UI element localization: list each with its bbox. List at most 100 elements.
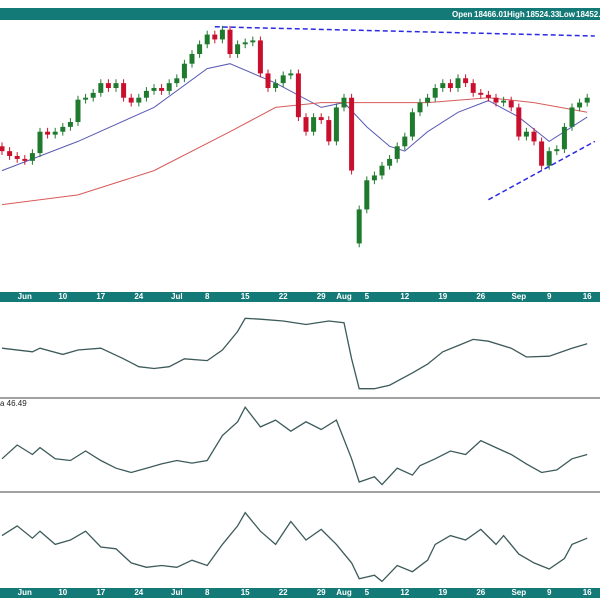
x-tick-label: 29 — [317, 292, 326, 301]
candle-body — [136, 97, 142, 103]
candle-body — [257, 40, 263, 74]
x-tick-label: Jun — [18, 588, 32, 597]
x-tick-label: 22 — [279, 588, 288, 597]
x-tick-label: 8 — [205, 588, 210, 597]
candle-body — [303, 117, 309, 132]
candle-body — [45, 131, 51, 135]
candle-body — [166, 83, 172, 91]
candle-body — [288, 73, 294, 76]
candle-body — [425, 97, 431, 103]
candle-body — [0, 146, 5, 152]
candle-body — [7, 151, 13, 156]
candle-body — [174, 78, 180, 84]
candle-body — [121, 83, 127, 98]
candle-body — [83, 97, 89, 100]
x-tick-label: 26 — [476, 588, 485, 597]
candle-body — [75, 99, 81, 122]
x-tick-label: 5 — [365, 292, 370, 301]
candle-body — [523, 131, 529, 137]
candle-body — [128, 97, 134, 103]
candle-body — [432, 88, 438, 98]
candle-body — [539, 141, 545, 166]
x-tick-label: 24 — [134, 292, 143, 301]
candle-body — [159, 88, 165, 91]
candle-body — [341, 97, 347, 108]
candle-body — [227, 29, 233, 54]
trendline — [488, 140, 596, 201]
candle-body — [212, 34, 218, 40]
trendline — [214, 26, 595, 37]
candle-body — [364, 180, 370, 210]
candle-body — [508, 100, 514, 108]
header-value: 18452. — [576, 10, 600, 19]
candle-body — [250, 40, 256, 43]
date-strip — [0, 292, 600, 302]
x-tick-label: 26 — [476, 292, 485, 301]
candle-body — [265, 73, 271, 88]
candle-body — [52, 131, 58, 135]
candle-body — [98, 83, 104, 93]
candle-body — [181, 63, 187, 79]
candle-body — [29, 153, 35, 161]
candle-body — [280, 75, 286, 84]
x-tick-label: 19 — [438, 292, 447, 301]
x-tick-label: 16 — [583, 292, 592, 301]
x-tick-label: Aug — [336, 292, 352, 301]
candle-body — [22, 158, 28, 161]
x-tick-label: 15 — [241, 588, 250, 597]
candle-body — [326, 120, 332, 142]
candle-body — [197, 44, 203, 54]
x-tick-label: 17 — [96, 588, 105, 597]
candle-body — [295, 73, 301, 118]
candle-body — [584, 97, 590, 103]
header-strip — [0, 8, 600, 20]
x-tick-label: Jul — [171, 588, 183, 597]
candle-body — [235, 44, 241, 54]
header-label: Open — [452, 10, 473, 19]
candle-body — [501, 100, 507, 103]
moving-average — [1, 63, 588, 172]
candle-body — [242, 42, 248, 45]
x-tick-label: 12 — [400, 588, 409, 597]
x-tick-label: Jul — [171, 292, 183, 301]
candle-body — [311, 117, 317, 132]
candle-body — [90, 92, 96, 98]
candle-body — [470, 83, 476, 93]
candle-body — [189, 54, 195, 64]
candle-body — [554, 149, 560, 152]
x-tick-label: Sep — [511, 588, 526, 597]
header-label: Low — [559, 10, 576, 19]
candle-body — [485, 94, 491, 98]
candle-body — [463, 78, 469, 84]
candle-body — [204, 34, 210, 45]
candle-body — [113, 83, 119, 88]
candle-body — [37, 131, 43, 154]
x-tick-label: Sep — [511, 292, 526, 301]
header-value: 18524.33 — [526, 10, 560, 19]
candle-body — [151, 88, 157, 91]
candle-body — [531, 131, 537, 142]
candle-body — [60, 126, 66, 132]
x-tick-label: 9 — [547, 588, 552, 597]
candle-body — [577, 102, 583, 108]
x-tick-label: 12 — [400, 292, 409, 301]
indicator-line — [1, 511, 588, 583]
candle-body — [409, 112, 415, 137]
candle-body — [379, 165, 385, 176]
candle-body — [561, 126, 567, 150]
candle-body — [387, 158, 393, 166]
header-value: 18466.01 — [474, 10, 508, 19]
candle-body — [478, 92, 484, 95]
candle-body — [569, 107, 575, 127]
candle-body — [67, 122, 73, 127]
x-tick-label: 22 — [279, 292, 288, 301]
candle-body — [447, 83, 453, 88]
date-strip — [0, 588, 600, 598]
x-tick-label: 15 — [241, 292, 250, 301]
candle-body — [402, 136, 408, 147]
header-label: High — [507, 10, 525, 19]
candle-body — [318, 117, 324, 121]
candle-body — [143, 90, 149, 98]
x-tick-label: 29 — [317, 588, 326, 597]
